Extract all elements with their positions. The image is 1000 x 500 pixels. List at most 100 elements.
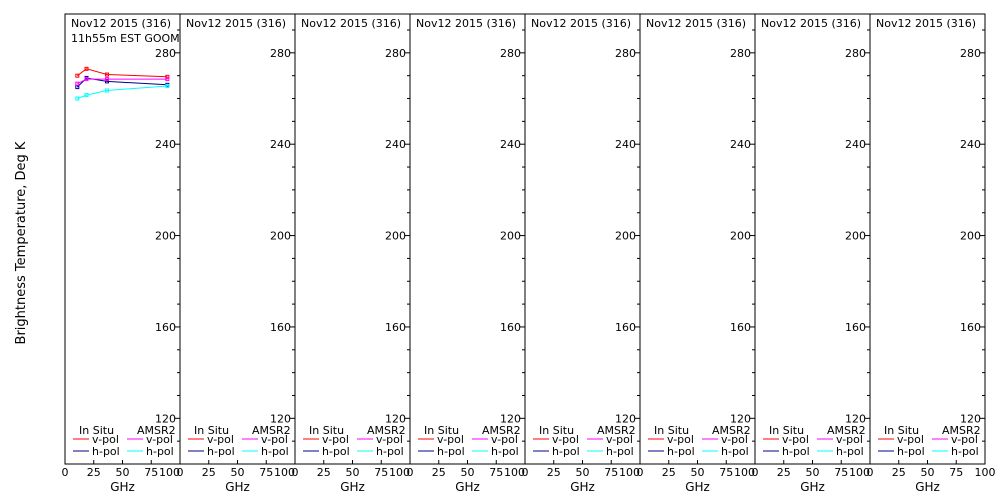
y-tick-label: 160: [270, 321, 291, 334]
x-tick-label: 0: [177, 466, 184, 479]
series-line: [77, 78, 168, 85]
x-tick-label: 25: [892, 466, 906, 479]
legend-label: v-pol: [261, 433, 288, 446]
y-tick-label: 200: [500, 230, 521, 243]
legend-label: h-pol: [437, 445, 465, 458]
legend-group-amsr2: AMSR2: [482, 424, 521, 437]
panel-6: Nov12 2015 (316) 120 160 200 240 280 0 25 50 75 10…: [637, 13, 756, 494]
x-tick-label: 0: [62, 466, 69, 479]
panel-title: Nov12 2015 (316): [71, 17, 171, 30]
x-tick-label: 0: [752, 466, 759, 479]
data-point: [104, 72, 109, 77]
legend-label: v-pol: [146, 433, 173, 446]
legend-label: v-pol: [207, 433, 234, 446]
series-line: [76, 77, 168, 88]
x-axis-label: GHz: [225, 480, 250, 494]
legend-label: h-pol: [92, 445, 120, 458]
x-tick-label: 100: [849, 466, 870, 479]
legend-label: v-pol: [897, 433, 924, 446]
legend-label: v-pol: [782, 433, 809, 446]
series-amsr2-h-pol: [75, 83, 170, 101]
y-tick-label: 200: [730, 230, 751, 243]
data-point: [75, 81, 80, 86]
legend-label: h-pol: [376, 445, 404, 458]
y-tick-label: 160: [960, 321, 981, 334]
y-tick-label: 280: [500, 47, 521, 60]
y-tick-label: 280: [385, 47, 406, 60]
x-tick-label: 100: [619, 466, 640, 479]
y-tick-label: 160: [615, 321, 636, 334]
panel-5: Nov12 2015 (316) 120 160 200 240 280 0 25 50 75 10…: [522, 13, 641, 494]
series-in-situ-v-pol: [75, 66, 170, 79]
y-tick-label: 200: [155, 230, 176, 243]
y-tick-label: 280: [615, 47, 636, 60]
data-point: [165, 83, 170, 88]
panels: Nov12 2015 (316) 11h55m EST GOOM 120 160 200…: [62, 13, 996, 494]
data-point: [84, 77, 89, 82]
y-tick-label: 120: [155, 412, 176, 425]
panel-1: Nov12 2015 (316) 11h55m EST GOOM 120 160 200…: [62, 13, 181, 494]
panel-title: Nov12 2015 (316): [416, 17, 516, 30]
legend-label: v-pol: [322, 433, 349, 446]
x-tick-label: 25: [547, 466, 561, 479]
legend-label: h-pol: [207, 445, 235, 458]
x-tick-label: 75: [144, 466, 158, 479]
x-tick-label: 50: [691, 466, 705, 479]
data-point: [84, 66, 89, 71]
y-tick-label: 120: [730, 412, 751, 425]
x-tick-label: 100: [159, 466, 180, 479]
panel-title: Nov12 2015 (316): [186, 17, 286, 30]
x-tick-label: 50: [346, 466, 360, 479]
y-tick-label: 160: [385, 321, 406, 334]
legend-group-amsr2: AMSR2: [712, 424, 751, 437]
y-tick-label: 240: [385, 138, 406, 151]
legend-label: v-pol: [606, 433, 633, 446]
legend-label: v-pol: [836, 433, 863, 446]
x-tick-label: 0: [292, 466, 299, 479]
x-axis-label: GHz: [800, 480, 825, 494]
y-axis-label: Brightness Temperature, Deg K: [14, 141, 29, 344]
x-tick-label: 75: [834, 466, 848, 479]
legend-label: h-pol: [836, 445, 864, 458]
legend-group-amsr2: AMSR2: [942, 424, 981, 437]
legend-group-amsr2: AMSR2: [252, 424, 291, 437]
x-tick-label: 25: [87, 466, 101, 479]
data-point: [84, 93, 89, 98]
panel-title: Nov12 2015 (316): [761, 17, 861, 30]
x-tick-label: 100: [975, 466, 996, 479]
x-tick-label: 50: [116, 466, 130, 479]
legend-group-insitu: In Situ: [424, 424, 459, 437]
legend-label: h-pol: [552, 445, 580, 458]
x-axis-label: GHz: [340, 480, 365, 494]
legend-group-amsr2: AMSR2: [827, 424, 866, 437]
data-point: [165, 77, 170, 82]
legend-label: h-pol: [491, 445, 519, 458]
panel-title: Nov12 2015 (316): [876, 17, 976, 30]
panel-title: Nov12 2015 (316): [531, 17, 631, 30]
x-axis-label: GHz: [685, 480, 710, 494]
x-axis-label: GHz: [110, 480, 135, 494]
panel-7: Nov12 2015 (316) 120 160 200 240 280 0 25 50 75 10…: [752, 13, 871, 494]
x-tick-label: 50: [461, 466, 475, 479]
y-tick-label: 240: [500, 138, 521, 151]
panel-4: Nov12 2015 (316) 120 160 200 240 280 0 25 50 75 10…: [407, 13, 526, 494]
legend-label: h-pol: [897, 445, 925, 458]
y-tick-label: 200: [960, 230, 981, 243]
y-tick-label: 160: [155, 321, 176, 334]
legend-group-insitu: In Situ: [309, 424, 344, 437]
x-tick-label: 100: [389, 466, 410, 479]
data-point: [165, 74, 170, 79]
legend-group-insitu: In Situ: [79, 424, 114, 437]
legend-label: h-pol: [146, 445, 174, 458]
legend-label: h-pol: [261, 445, 289, 458]
x-tick-label: 25: [202, 466, 216, 479]
legend-label: h-pol: [782, 445, 810, 458]
x-tick-label: 25: [777, 466, 791, 479]
data-point: [104, 79, 109, 84]
y-tick-label: 280: [155, 47, 176, 60]
